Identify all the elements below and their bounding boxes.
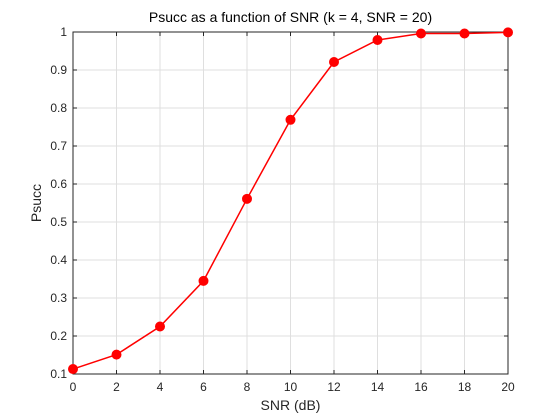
- data-point: [111, 349, 122, 360]
- x-axis-label: SNR (dB): [261, 397, 321, 413]
- x-tick-label: 14: [371, 380, 385, 394]
- chart-title: Psucc as a function of SNR (k = 4, SNR =…: [149, 9, 432, 25]
- x-tick-label: 10: [284, 380, 298, 394]
- data-point: [416, 28, 426, 39]
- y-tick-label: 0.4: [50, 253, 67, 267]
- x-tick-label: 18: [458, 380, 472, 394]
- x-tick-labels: 0 2 4 6 8 10 12 14 16 18 20: [70, 380, 515, 394]
- x-tick-label: 4: [157, 380, 164, 394]
- x-tick-label: 20: [501, 380, 515, 394]
- x-tick-label: 0: [70, 380, 77, 394]
- y-tick-label: 0.5: [50, 215, 67, 229]
- x-tick-label: 8: [244, 380, 251, 394]
- y-tick-label: 0.7: [50, 139, 67, 153]
- data-point: [459, 28, 470, 39]
- data-point: [198, 275, 209, 286]
- x-tick-label: 2: [113, 380, 120, 394]
- y-tick-label: 0.9: [50, 63, 67, 77]
- x-tick-label: 16: [414, 380, 428, 394]
- data-point: [503, 27, 513, 38]
- data-point: [285, 114, 296, 125]
- data-point: [242, 193, 252, 204]
- y-axis-label: Psucc: [28, 184, 44, 222]
- x-tick-label: 12: [327, 380, 341, 394]
- y-tick-label: 0.3: [50, 291, 67, 305]
- data-point: [68, 364, 78, 375]
- y-tick-label: 0.1: [50, 367, 67, 381]
- y-tick-label: 0.2: [50, 329, 67, 343]
- series: [68, 27, 513, 375]
- data-point: [329, 57, 339, 68]
- y-tick-label: 0.6: [50, 177, 67, 191]
- y-tick-label: 0.8: [50, 101, 67, 115]
- data-point: [155, 321, 165, 332]
- y-tick-labels: 0.1 0.2 0.3 0.4 0.5 0.6 0.7 0.8 0.9 1: [50, 25, 67, 381]
- x-tick-label: 6: [200, 380, 207, 394]
- data-point: [372, 34, 383, 45]
- y-tick-label: 1: [60, 25, 67, 39]
